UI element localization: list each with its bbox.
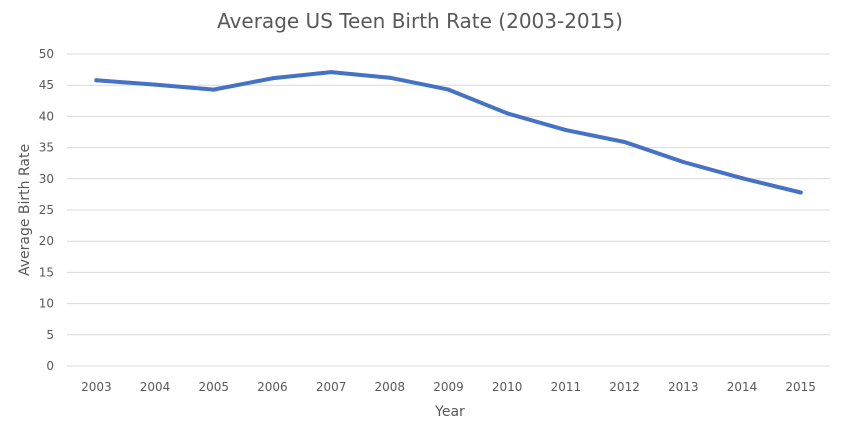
data-point xyxy=(681,159,686,164)
data-point xyxy=(563,128,568,133)
y-tick-label: 25 xyxy=(39,203,54,217)
y-tick-label: 45 xyxy=(39,78,54,92)
y-tick-label: 30 xyxy=(39,172,54,186)
x-tick-label: 2015 xyxy=(785,380,816,394)
x-tick-label: 2010 xyxy=(492,380,523,394)
data-point xyxy=(94,78,99,83)
y-tick-label: 35 xyxy=(39,141,54,155)
data-point xyxy=(329,70,334,75)
y-tick-label: 10 xyxy=(39,297,54,311)
data-point xyxy=(446,87,451,92)
x-tick-label: 2012 xyxy=(609,380,640,394)
x-axis-ticks: 2003 2004 2005 2006 2007 2008 2009 2010 2011 2012… xyxy=(81,380,816,394)
x-tick-label: 2013 xyxy=(668,380,699,394)
y-tick-label: 15 xyxy=(39,265,54,279)
gridlines xyxy=(67,53,830,367)
data-point xyxy=(153,82,158,87)
x-tick-label: 2004 xyxy=(140,380,171,394)
x-tick-label: 2008 xyxy=(375,380,406,394)
data-point xyxy=(505,111,510,116)
data-point xyxy=(798,190,803,195)
data-point xyxy=(270,76,275,81)
x-tick-label: 2009 xyxy=(433,380,464,394)
y-axis-ticks: 0 5 10 15 20 25 30 35 40 45 50 xyxy=(39,47,54,373)
y-tick-label: 40 xyxy=(39,109,54,123)
x-tick-label: 2014 xyxy=(727,380,758,394)
x-axis-label: Year xyxy=(434,404,465,420)
data-point xyxy=(622,139,627,144)
x-tick-label: 2011 xyxy=(551,380,582,394)
y-tick-label: 50 xyxy=(39,47,54,61)
data-point xyxy=(387,75,392,80)
y-tick-label: 20 xyxy=(39,234,54,248)
data-point xyxy=(739,176,744,181)
x-tick-label: 2005 xyxy=(198,380,229,394)
x-tick-label: 2007 xyxy=(316,380,347,394)
series-layer xyxy=(94,70,803,195)
x-tick-label: 2006 xyxy=(257,380,288,394)
y-axis-label: Average Birth Rate xyxy=(17,144,33,276)
chart-title: Average US Teen Birth Rate (2003-2015) xyxy=(217,9,623,33)
data-point xyxy=(211,87,216,92)
x-tick-label: 2003 xyxy=(81,380,112,394)
y-tick-label: 5 xyxy=(46,328,54,342)
y-tick-label: 0 xyxy=(46,359,54,373)
